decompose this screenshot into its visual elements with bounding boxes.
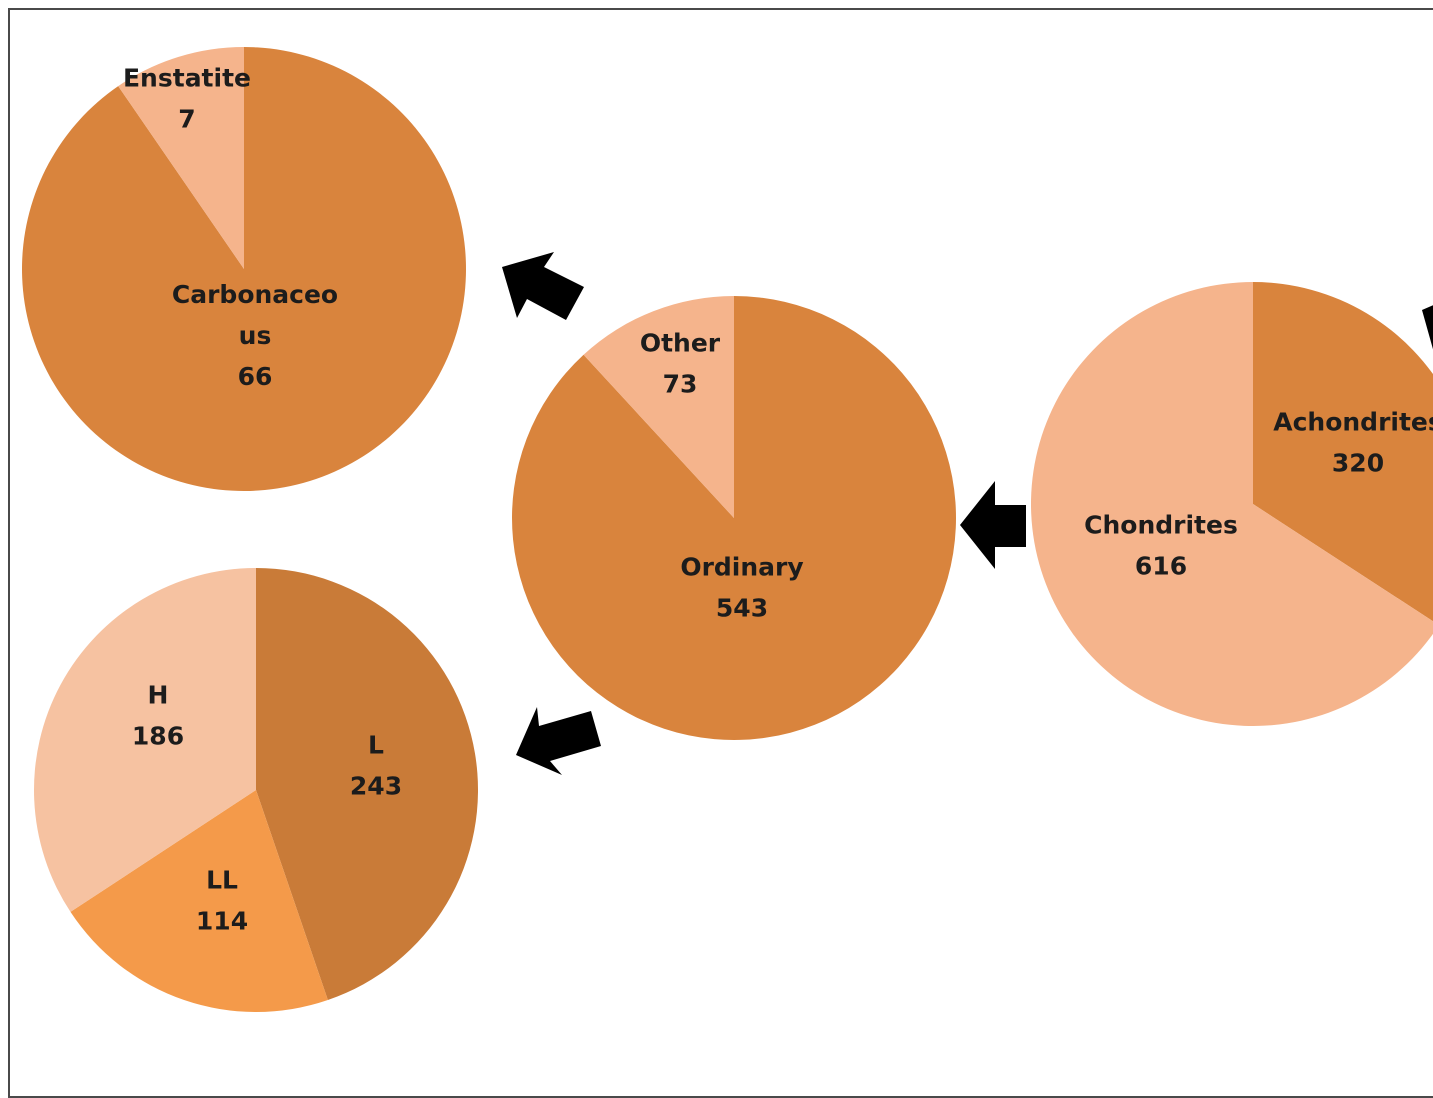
data-label-l: L 243 xyxy=(350,731,402,801)
arrow-partial-icon xyxy=(1422,305,1433,350)
pie-ordinary-groups: L 243 LL 114 H 186 xyxy=(33,568,479,1013)
slice-l xyxy=(256,568,479,1001)
pie-non-ordinary: Carbonaceo us 66 Enstatite 7 xyxy=(21,47,466,491)
data-label-achondrites: Achondrites 320 xyxy=(1273,408,1433,478)
pie-chondrite-groups: Ordinary 543 Other 73 xyxy=(512,296,957,740)
pie-chondrite-classes: Achondrites 320 Chondrites 616 xyxy=(1031,282,1433,726)
data-label-enstatite: Enstatite 7 xyxy=(123,64,251,134)
arrow-up-left-icon xyxy=(502,252,584,320)
slice-ordinary xyxy=(512,296,957,740)
slice-h xyxy=(33,568,256,912)
slice-achondrites xyxy=(1253,282,1433,622)
slice-enstatite xyxy=(118,47,244,269)
data-label-h: H 186 xyxy=(132,681,184,751)
slice-ll xyxy=(70,790,328,1013)
arrow-down-left-icon xyxy=(516,707,601,775)
arrow-left-icon xyxy=(960,481,1026,569)
data-label-other: Other 73 xyxy=(640,329,721,399)
slice-chondrites xyxy=(1031,282,1433,726)
data-label-chondrites: Chondrites 616 xyxy=(1084,511,1238,581)
slice-other xyxy=(583,296,734,518)
data-label-ordinary: Ordinary 543 xyxy=(680,553,803,623)
data-label-ll: LL 114 xyxy=(196,866,248,936)
data-label-carbonaceo-us: Carbonaceo us 66 xyxy=(172,280,338,391)
slice-carbonaceo-us xyxy=(21,47,466,491)
